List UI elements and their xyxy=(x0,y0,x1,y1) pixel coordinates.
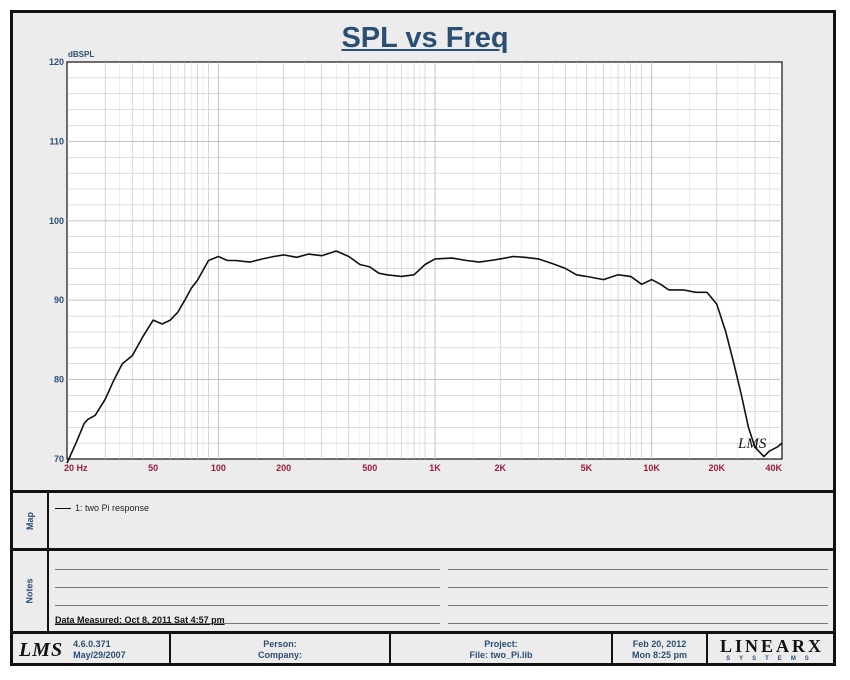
footer-date-cell: Feb 20, 2012 Mon 8:25 pm xyxy=(613,634,708,666)
linearx-logo: LINEARX SYSTEMS xyxy=(708,634,836,666)
notes-line xyxy=(448,623,828,624)
x-tick-label: 1K xyxy=(429,463,441,473)
x-tick-label: 5K xyxy=(581,463,593,473)
project-label: Project: xyxy=(484,639,518,649)
map-section: Map 1: two Pi response xyxy=(13,490,836,548)
x-tick-label: 40K xyxy=(765,463,782,473)
notes-line xyxy=(55,587,440,588)
x-tick-label: 500 xyxy=(362,463,377,473)
footer-version-cell: LMS 4.6.0.371 May/29/2007 xyxy=(13,634,171,666)
svg-text:LMS: LMS xyxy=(737,436,767,452)
lms-logo: LMS xyxy=(19,638,64,661)
y-tick-label: 110 xyxy=(49,136,64,146)
footer-bar: LMS 4.6.0.371 May/29/2007 Person: Compan… xyxy=(13,631,836,666)
y-tick-label: 80 xyxy=(54,375,64,385)
file-name: File: two_Pi.lib xyxy=(469,650,533,660)
map-side-label: Map xyxy=(13,493,49,548)
version-number: 4.6.0.371 xyxy=(73,639,111,649)
chart-title: SPL vs Freq xyxy=(341,22,509,54)
legend-item[interactable]: 1: two Pi response xyxy=(55,503,149,513)
footer-person-cell: Person: Company: xyxy=(171,634,391,666)
y-tick-label: 100 xyxy=(49,216,64,226)
grid-lines xyxy=(67,62,782,459)
x-tick-label: 10K xyxy=(643,463,660,473)
x-tick-label: 20 Hz xyxy=(64,463,88,473)
legend-swatch xyxy=(55,507,71,509)
notes-line xyxy=(55,569,440,570)
linearx-wordmark: LINEARX xyxy=(719,636,824,656)
curve-layer xyxy=(66,250,783,464)
spl-chart: 20 Hz 50 100 200 500 1K 2K 5K 10K 20K 40K 70 80 90 100… xyxy=(49,50,783,473)
notes-section: Notes Data Measured: Oct 8, 2011 Sat 4:5… xyxy=(13,548,836,631)
data-measured: Data Measured: Oct 8, 2011 Sat 4:57 pm xyxy=(55,615,225,625)
person-label: Person: xyxy=(263,639,297,649)
tick-labels: 20 Hz 50 100 200 500 1K 2K 5K 10K 20K 40K 70 80 90 100… xyxy=(49,57,783,473)
notes-line xyxy=(55,605,440,606)
legend-label: 1: two Pi response xyxy=(75,503,150,513)
x-tick-label: 50 xyxy=(148,463,158,473)
notes-line xyxy=(448,587,828,588)
plot-area xyxy=(66,61,783,460)
notes-side-label: Notes xyxy=(13,551,49,631)
y-axis-label: dBSPL xyxy=(68,50,94,59)
x-tick-label: 200 xyxy=(276,463,291,473)
y-tick-label: 120 xyxy=(49,57,64,67)
linearx-subtitle: SYSTEMS xyxy=(726,656,818,662)
company-label: Company: xyxy=(257,650,302,660)
y-tick-label: 70 xyxy=(54,454,64,464)
lms-watermark: LMS xyxy=(737,436,767,452)
notes-line xyxy=(448,569,828,570)
series-line xyxy=(66,250,783,464)
y-tick-label: 90 xyxy=(54,295,64,305)
x-tick-label: 20K xyxy=(709,463,726,473)
x-tick-label: 100 xyxy=(211,463,226,473)
footer-time: Mon 8:25 pm xyxy=(631,650,687,660)
footer-date: Feb 20, 2012 xyxy=(632,639,687,649)
x-tick-label: 2K xyxy=(494,463,506,473)
notes-line xyxy=(448,605,828,606)
notes-line xyxy=(55,623,440,624)
version-date: May/29/2007 xyxy=(73,650,126,660)
footer-project-cell: Project: File: two_Pi.lib xyxy=(391,634,613,666)
